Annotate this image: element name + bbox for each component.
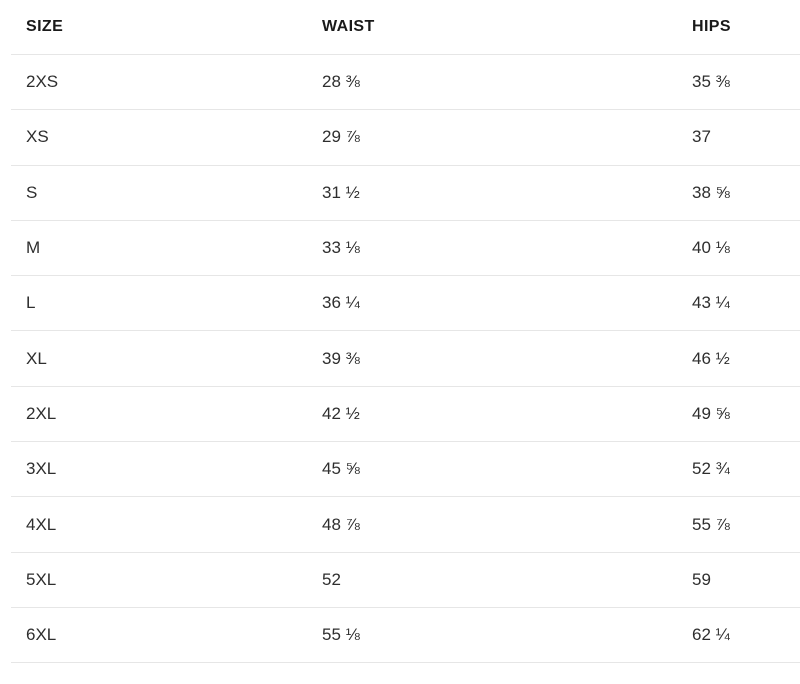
cell-waist: 48 ⅞ <box>322 514 360 534</box>
table-row: 5XL 52 59 <box>11 553 800 608</box>
column-header-waist: WAIST <box>322 18 375 35</box>
cell-hips: 37 <box>692 127 711 147</box>
table-header-row: SIZE WAIST HIPS <box>11 0 800 55</box>
table-row: 4XL 48 ⅞ 55 ⅞ <box>11 497 800 553</box>
cell-waist: 36 ¼ <box>322 293 360 313</box>
cell-hips: 43 ¼ <box>692 293 730 313</box>
cell-waist: 45 ⅝ <box>322 459 360 479</box>
cell-size: XS <box>26 127 49 147</box>
cell-size: S <box>26 182 38 202</box>
cell-hips: 40 ⅛ <box>692 238 730 258</box>
cell-size: 4XL <box>26 514 57 534</box>
table-row: M 33 ⅛ 40 ⅛ <box>11 221 800 277</box>
column-header-hips: HIPS <box>692 18 731 35</box>
cell-size: M <box>26 238 41 258</box>
cell-waist: 52 <box>322 569 341 589</box>
cell-waist: 39 ⅜ <box>322 348 360 368</box>
table-row: XL 39 ⅜ 46 ½ <box>11 331 800 387</box>
table-row: 2XS 28 ⅜ 35 ⅜ <box>11 55 800 111</box>
cell-size: XL <box>26 348 47 368</box>
cell-hips: 55 ⅞ <box>692 514 730 534</box>
table-body: 2XS 28 ⅜ 35 ⅜ XS 29 ⅞ 37 S 31 ½ 38 ⅝ M 3… <box>11 55 800 664</box>
cell-waist: 31 ½ <box>322 182 360 202</box>
cell-size: 2XS <box>26 72 59 92</box>
cell-size: L <box>26 293 36 313</box>
cell-hips: 62 ¼ <box>692 625 730 645</box>
table-row: L 36 ¼ 43 ¼ <box>11 276 800 332</box>
table-row: 3XL 45 ⅝ 52 ¾ <box>11 442 800 498</box>
cell-hips: 49 ⅝ <box>692 403 730 423</box>
cell-hips: 35 ⅜ <box>692 72 730 92</box>
table-row: 6XL 55 ⅛ 62 ¼ <box>11 608 800 664</box>
size-chart-table: SIZE WAIST HIPS 2XS 28 ⅜ 35 ⅜ XS 29 ⅞ 37… <box>11 0 800 664</box>
cell-waist: 28 ⅜ <box>322 72 360 92</box>
cell-hips: 46 ½ <box>692 348 730 368</box>
cell-waist: 33 ⅛ <box>322 238 360 258</box>
cell-hips: 52 ¾ <box>692 459 730 479</box>
cell-waist: 55 ⅛ <box>322 625 360 645</box>
column-header-size: SIZE <box>26 18 64 35</box>
table-row: XS 29 ⅞ 37 <box>11 110 800 166</box>
cell-hips: 59 <box>692 569 711 589</box>
cell-size: 5XL <box>26 569 57 589</box>
cell-waist: 29 ⅞ <box>322 127 360 147</box>
cell-hips: 38 ⅝ <box>692 182 730 202</box>
cell-waist: 42 ½ <box>322 403 360 423</box>
cell-size: 2XL <box>26 403 57 423</box>
cell-size: 6XL <box>26 625 57 645</box>
table-row: 2XL 42 ½ 49 ⅝ <box>11 387 800 443</box>
cell-size: 3XL <box>26 459 57 479</box>
table-row: S 31 ½ 38 ⅝ <box>11 166 800 221</box>
